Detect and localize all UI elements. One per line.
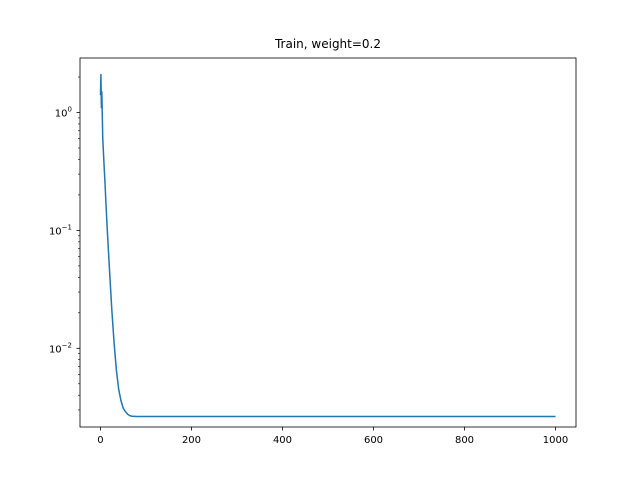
y-tick-label: 100 [55,106,72,120]
y-axis: 100 10−1 10−2 [49,76,80,411]
chart-title: Train, weight=0.2 [274,37,381,51]
x-axis: 0 200 400 600 800 1000 [97,427,568,446]
plot-area [99,73,556,418]
y-tick-label: 10−1 [49,223,72,237]
axes-frame [79,57,577,428]
x-tick-label: 600 [364,435,383,446]
series-line-0 [99,73,556,418]
x-tick-label: 800 [455,435,474,446]
x-tick-label: 400 [273,435,292,446]
y-tick-label: 10−2 [49,341,72,355]
x-tick-label: 0 [97,435,103,446]
x-tick-label: 200 [182,435,201,446]
x-tick-label: 1000 [543,435,568,446]
